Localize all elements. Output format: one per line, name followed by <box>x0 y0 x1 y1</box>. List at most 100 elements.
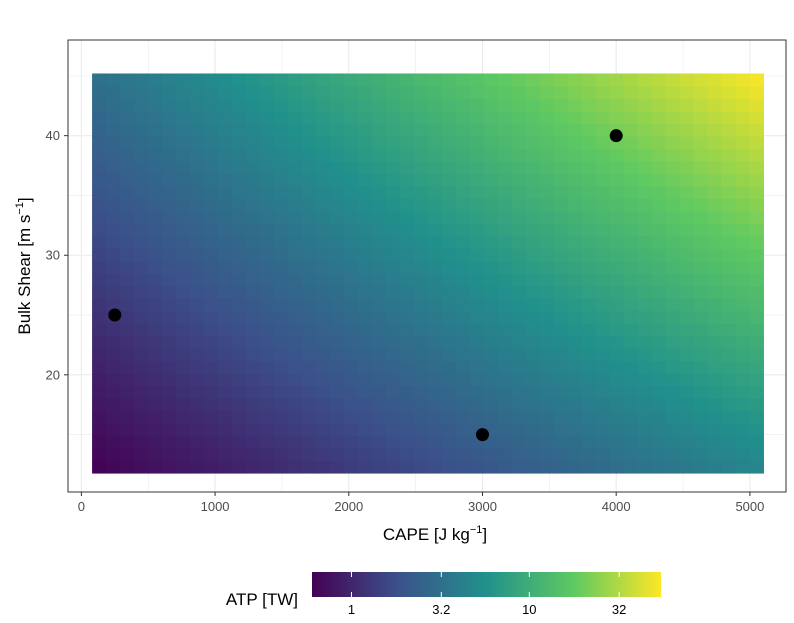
heatmap-cell <box>106 185 121 199</box>
heatmap-cell <box>539 373 555 387</box>
heatmap-cell <box>92 173 107 187</box>
heatmap-cell <box>623 198 639 212</box>
heatmap-cell <box>567 298 583 312</box>
heatmap-cell <box>581 148 597 162</box>
heatmap-cell <box>749 373 764 387</box>
heatmap-cell <box>595 348 611 362</box>
heatmap-cell <box>567 148 583 162</box>
heatmap-cell <box>595 98 611 112</box>
heatmap-cell <box>679 285 695 299</box>
heatmap-cell <box>287 422 303 437</box>
heatmap-cell <box>511 373 527 387</box>
heatmap-cell <box>203 173 219 187</box>
heatmap-cell <box>735 397 750 412</box>
heatmap-cell <box>203 260 219 274</box>
heatmap-cell <box>371 410 387 424</box>
heatmap-cell <box>427 85 443 100</box>
heatmap-cell <box>511 98 527 112</box>
heatmap-cell <box>92 210 107 224</box>
heatmap-cell <box>581 185 597 199</box>
heatmap-cell <box>455 385 471 399</box>
heatmap-cell <box>357 435 373 449</box>
heatmap-cell <box>665 460 681 474</box>
heatmap-cell <box>483 135 499 150</box>
heatmap-cell <box>371 135 387 150</box>
heatmap-cell <box>707 323 723 337</box>
heatmap-cell <box>120 397 135 412</box>
heatmap-cell <box>413 210 429 224</box>
heatmap-cell <box>665 310 681 324</box>
heatmap-cell <box>707 110 723 125</box>
heatmap-cell <box>329 360 345 374</box>
heatmap-cell <box>525 73 541 87</box>
heatmap-cell <box>245 323 261 337</box>
heatmap-cell <box>609 85 625 100</box>
heatmap-cell <box>497 73 513 87</box>
heatmap-cell <box>483 397 499 412</box>
heatmap-cell <box>399 260 415 274</box>
heatmap-cell <box>749 385 764 399</box>
heatmap-cell <box>693 397 709 412</box>
heatmap-cell <box>385 135 401 150</box>
heatmap-cell <box>329 110 345 125</box>
heatmap-cell <box>399 360 415 374</box>
heatmap-cell <box>399 185 415 199</box>
heatmap-cell <box>413 348 429 362</box>
heatmap-cell <box>623 335 639 349</box>
heatmap-cell <box>92 235 107 249</box>
heatmap-cell <box>203 248 219 262</box>
heatmap-cell <box>385 298 401 312</box>
heatmap-cell <box>525 397 541 412</box>
heatmap-cell <box>245 348 261 362</box>
heatmap-cell <box>721 360 736 374</box>
heatmap-cell <box>189 410 205 424</box>
heatmap-cell <box>343 310 359 324</box>
heatmap-cell <box>693 385 709 399</box>
heatmap-cell <box>399 148 415 162</box>
heatmap-cell <box>721 397 736 412</box>
heatmap-cell <box>749 447 764 462</box>
heatmap-cell <box>273 223 289 237</box>
heatmap-cell <box>651 110 667 125</box>
heatmap-cell <box>581 298 597 312</box>
heatmap-cell <box>623 85 639 100</box>
heatmap-cell <box>693 323 709 337</box>
heatmap-cell <box>273 123 289 137</box>
heatmap-cell <box>189 123 205 137</box>
heatmap-cell <box>679 185 695 199</box>
heatmap-cell <box>539 210 555 224</box>
heatmap-cell <box>231 148 247 162</box>
heatmap-cell <box>92 298 107 312</box>
heatmap-cell <box>315 348 331 362</box>
heatmap-cell <box>175 148 191 162</box>
heatmap-cell <box>301 273 317 287</box>
colorbar-tick-label: 3.2 <box>432 602 450 617</box>
heatmap-cell <box>595 447 611 462</box>
heatmap-cell <box>665 160 681 175</box>
heatmap-cell <box>357 273 373 287</box>
heatmap-cell <box>217 223 233 237</box>
heatmap-cell <box>511 173 527 187</box>
heatmap-cell <box>273 273 289 287</box>
heatmap-cell <box>413 73 429 87</box>
heatmap-cell <box>217 298 233 312</box>
heatmap-cell <box>120 110 135 125</box>
heatmap-cell <box>175 85 191 100</box>
heatmap-cell <box>134 348 149 362</box>
heatmap-cell <box>371 198 387 212</box>
heatmap-cell <box>385 198 401 212</box>
heatmap-cell <box>637 373 653 387</box>
heatmap-cell <box>357 335 373 349</box>
heatmap-cell <box>469 373 485 387</box>
heatmap-cell <box>175 210 191 224</box>
heatmap-cell <box>609 410 625 424</box>
heatmap-cell <box>413 410 429 424</box>
heatmap-cell <box>120 123 135 137</box>
heatmap-cell <box>511 235 527 249</box>
heatmap-cell <box>413 422 429 437</box>
heatmap-cell <box>455 335 471 349</box>
heatmap-cell <box>735 198 750 212</box>
heatmap-cell <box>120 198 135 212</box>
heatmap-cell <box>134 123 149 137</box>
heatmap-cell <box>441 148 457 162</box>
